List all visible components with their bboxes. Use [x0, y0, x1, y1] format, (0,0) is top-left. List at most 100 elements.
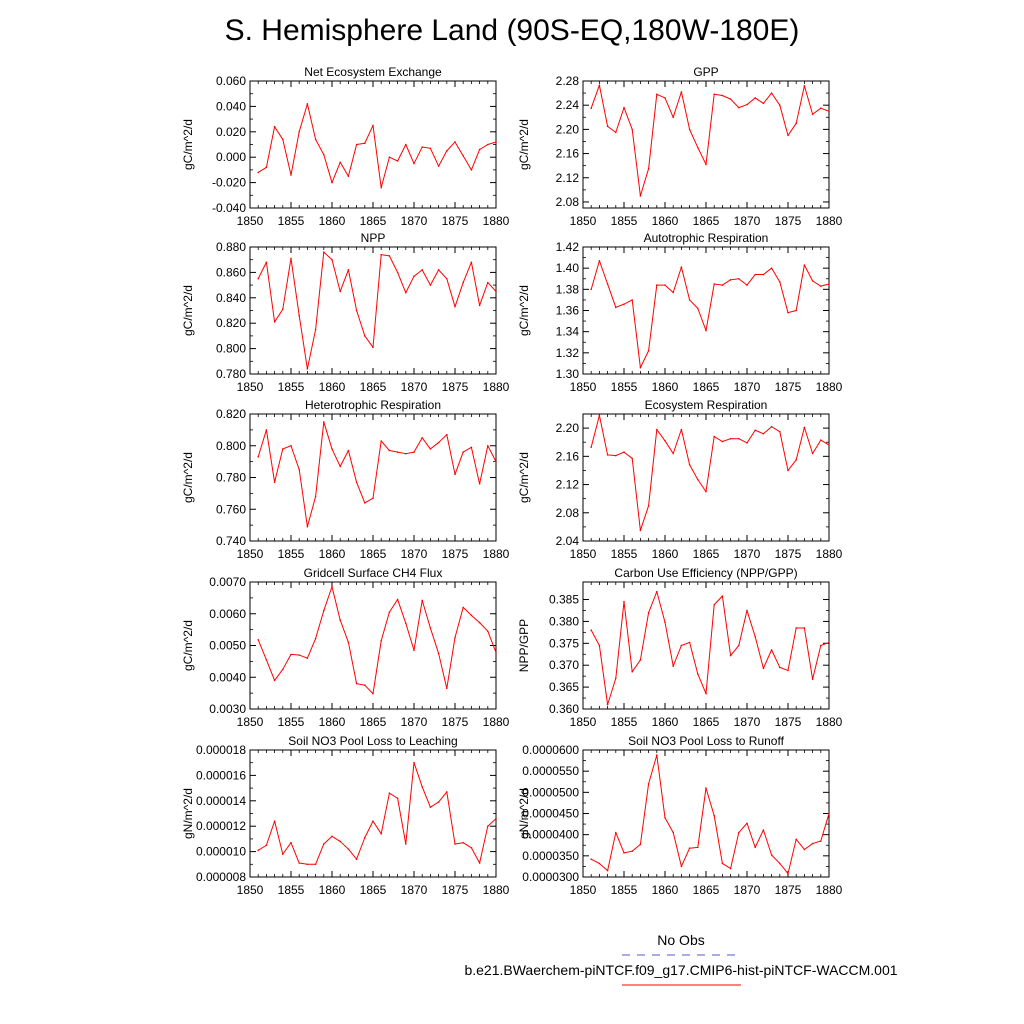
data-point [372, 497, 374, 499]
x-tick-label: 1875 [442, 380, 469, 394]
data-point [631, 457, 633, 460]
data-point [639, 195, 642, 197]
data-point [754, 97, 756, 99]
y-tick-label: 1.40 [556, 261, 580, 275]
data-point [779, 666, 781, 669]
x-tick-label: 1860 [652, 214, 679, 228]
data-point [355, 858, 358, 861]
data-point [762, 667, 765, 670]
data-point [664, 440, 666, 442]
data-point [606, 283, 609, 285]
data-point [355, 682, 358, 685]
data-point [429, 147, 432, 150]
panel-9: 1850 1855 1860 1865 1870 1875 1880 0.000008 0.00… [181, 734, 510, 897]
data-point [770, 649, 773, 651]
data-point [273, 679, 276, 682]
data-point [828, 641, 830, 644]
x-tick-label: 1865 [360, 547, 387, 561]
y-tick-label: 0.800 [216, 439, 246, 453]
data-point [314, 863, 317, 866]
x-tick-label: 1850 [237, 380, 264, 394]
data-point [372, 124, 374, 127]
data-point [672, 291, 674, 294]
data-point [495, 460, 497, 463]
data-point [454, 473, 456, 476]
data-point [615, 677, 617, 680]
data-point [380, 639, 383, 642]
x-tick-label: 1865 [693, 380, 720, 394]
data-point [828, 110, 830, 113]
panel-frame [582, 80, 830, 209]
data-point [746, 103, 748, 106]
y-tick-label: 2.16 [556, 147, 580, 161]
data-point [598, 644, 601, 647]
panel-frame [582, 413, 830, 542]
data-point [828, 283, 830, 285]
data-point [787, 469, 789, 472]
panel-8: 1850 1855 1860 1865 1870 1875 1880 0.360 0.365 0.… [517, 566, 843, 729]
data-point [470, 261, 473, 264]
data-point [697, 307, 699, 310]
x-tick-label: 1870 [401, 883, 428, 897]
x-tick-label: 1865 [360, 380, 387, 394]
y-tick-label: 0.375 [549, 636, 579, 650]
series-line [590, 591, 830, 706]
y-tick-label: 2.08 [556, 506, 580, 520]
panel-title: Carbon Use Efficiency (NPP/GPP) [614, 566, 797, 580]
x-tick-label: 1850 [237, 214, 264, 228]
data-point [705, 787, 707, 789]
y-axis-label: gC/m^2/d [517, 452, 531, 503]
x-tick-label: 1860 [652, 883, 679, 897]
data-point [647, 167, 650, 170]
data-point [331, 181, 333, 184]
x-tick-label: 1880 [816, 380, 843, 394]
y-tick-label: 2.04 [556, 534, 580, 548]
panel-title: Ecosystem Respiration [645, 398, 768, 412]
y-tick-label: 0.800 [216, 342, 246, 356]
data-point [306, 525, 309, 528]
data-point [306, 863, 309, 866]
x-tick-label: 1865 [360, 715, 387, 729]
data-point [372, 692, 374, 695]
data-point [257, 456, 260, 458]
y-axis-label: gC/m^2/d [181, 119, 195, 170]
data-point [429, 627, 432, 629]
x-tick-label: 1855 [278, 547, 305, 561]
data-point [787, 311, 789, 314]
data-point [437, 165, 440, 167]
panel-title: Heterotrophic Respiration [305, 398, 441, 412]
data-point [664, 621, 666, 624]
x-tick-label: 1865 [693, 883, 720, 897]
data-point [688, 641, 691, 644]
y-tick-label: 0.0000550 [522, 764, 579, 778]
data-point [462, 281, 465, 284]
data-point [647, 783, 650, 785]
data-point [811, 842, 814, 845]
data-point [688, 464, 691, 466]
data-point [323, 843, 325, 845]
data-point [429, 448, 432, 450]
data-point [705, 163, 707, 166]
y-axis-label: gC/m^2/d [181, 285, 195, 336]
data-point [803, 85, 806, 87]
data-point [590, 629, 592, 631]
data-point [396, 160, 399, 162]
panel-5: 1850 1855 1860 1865 1870 1875 1880 0.740 0.760 0.… [181, 398, 510, 561]
data-point [729, 98, 732, 100]
x-tick-label: 1850 [237, 883, 264, 897]
data-point [405, 452, 407, 455]
data-point [290, 257, 292, 260]
series-line [590, 260, 830, 369]
data-point [705, 692, 707, 695]
y-axis-label: gC/m^2/d [181, 452, 195, 503]
data-point [713, 814, 715, 817]
data-point [339, 161, 342, 164]
data-point [306, 657, 309, 659]
data-point [388, 792, 391, 794]
data-point [828, 812, 830, 815]
data-point [680, 644, 683, 647]
data-point [713, 93, 715, 96]
data-point [631, 128, 633, 131]
series-line [257, 762, 497, 865]
